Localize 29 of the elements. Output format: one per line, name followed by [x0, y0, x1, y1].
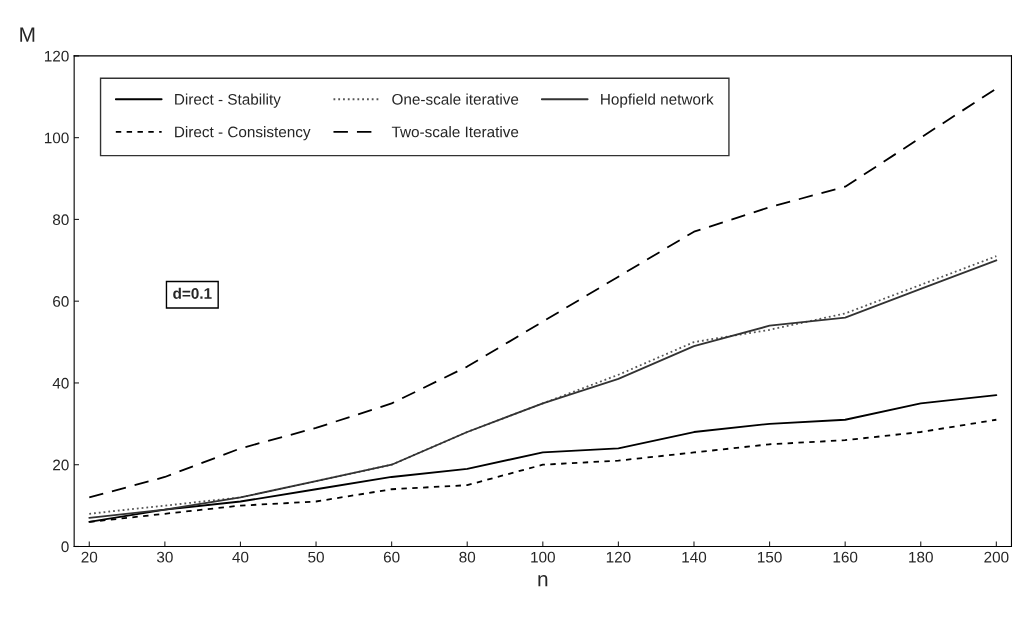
y-tick-label: 20	[53, 459, 69, 471]
x-tick-label: 180	[909, 551, 933, 563]
x-tick-label: 150	[758, 551, 782, 563]
x-tick-label: 160	[833, 551, 858, 563]
line-series	[88, 87, 998, 499]
legend-label: Hopfield network	[601, 93, 714, 108]
x-tick-label: 200	[984, 551, 1009, 563]
y-tick-label: 60	[53, 296, 69, 307]
x-tick-label: 50	[308, 551, 324, 563]
y-tick-label: 80	[52, 214, 69, 226]
y-axis-title: M	[20, 27, 35, 42]
y-tick-label: 0	[61, 541, 69, 553]
x-axis-title: n	[538, 575, 548, 587]
annotation: d=0.1	[173, 287, 212, 299]
y-tick-label: 100	[44, 132, 69, 144]
x-tick-label: 120	[606, 551, 631, 563]
x-tick-label: 80	[459, 551, 476, 563]
legend-label: Two-scale Iterative	[391, 126, 519, 138]
x-tick-label: 60	[383, 551, 400, 563]
y-tick-label: 40	[52, 377, 69, 389]
y-tick-label: 120	[44, 50, 69, 62]
x-tick-label: 40	[232, 551, 249, 563]
x-tick-label: 20	[81, 551, 98, 563]
x-tick-label: 100	[531, 551, 555, 563]
legend-label: Direct - Stability	[175, 93, 281, 108]
legend-label: One-scale iterative	[392, 93, 519, 105]
legend-label: Direct - Consistency	[175, 126, 311, 141]
x-tick-label: 30	[156, 551, 173, 563]
x-tick-label: 140	[682, 551, 707, 563]
